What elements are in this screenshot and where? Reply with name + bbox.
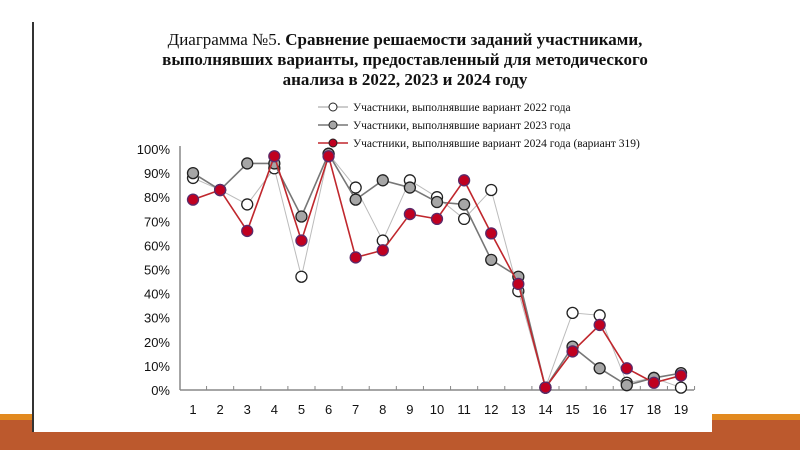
- data-point: [430, 195, 444, 209]
- x-tick-label: 13: [511, 402, 525, 417]
- x-tick-label: 1: [189, 402, 196, 417]
- data-point: [295, 234, 308, 247]
- x-tick-label: 15: [565, 402, 579, 417]
- x-tick-label: 9: [406, 402, 413, 417]
- y-tick-label: 40%: [144, 287, 170, 302]
- data-point: [512, 277, 525, 291]
- y-tick-label: 80%: [144, 190, 170, 205]
- data-point: [403, 207, 417, 221]
- chart-title-text: Сравнение решаемости заданий участниками…: [162, 30, 648, 89]
- data-point: [403, 181, 417, 194]
- data-point: [430, 212, 444, 226]
- slide-left-border: [32, 22, 34, 432]
- y-tick-label: 100%: [137, 142, 171, 157]
- data-point: [620, 379, 633, 392]
- data-point: [674, 381, 688, 394]
- data-point: [349, 181, 362, 194]
- data-point: [566, 345, 579, 358]
- x-tick-label: 10: [430, 402, 444, 417]
- legend-label: Участники, выполнявшие вариант 2023 года: [353, 120, 571, 132]
- data-point: [593, 318, 606, 332]
- series-line: [192, 153, 682, 390]
- y-tick-label: 0%: [151, 383, 170, 398]
- legend-marker: [328, 120, 338, 130]
- data-point: [593, 362, 606, 375]
- data-point: [186, 166, 200, 180]
- data-point: [647, 376, 661, 389]
- legend-label: Участники, выполнявшие вариант 2022 года: [353, 102, 571, 114]
- series-2022: [186, 147, 688, 394]
- x-tick-label: 16: [592, 402, 606, 417]
- data-point: [186, 193, 200, 206]
- data-point: [485, 183, 498, 197]
- y-tick-label: 10%: [144, 359, 170, 374]
- data-point: [349, 193, 362, 206]
- legend-marker: [328, 138, 338, 148]
- data-point: [268, 150, 281, 163]
- data-point: [485, 227, 498, 240]
- slide-panel: [34, 0, 712, 432]
- data-point: [485, 253, 498, 267]
- data-point: [295, 270, 308, 283]
- x-tick-label: 18: [647, 402, 661, 417]
- data-point: [322, 150, 335, 163]
- data-point: [457, 212, 471, 226]
- data-point: [674, 369, 688, 382]
- data-point: [349, 251, 362, 264]
- x-tick-label: 6: [325, 402, 332, 417]
- y-tick-label: 20%: [144, 335, 170, 350]
- x-tick-label: 8: [379, 402, 386, 417]
- x-tick-label: 12: [484, 402, 498, 417]
- data-point: [566, 306, 579, 320]
- y-tick-label: 60%: [144, 238, 170, 253]
- x-tick-label: 5: [298, 402, 305, 417]
- legend-marker: [328, 102, 338, 112]
- data-point: [213, 183, 227, 197]
- y-tick-label: 90%: [144, 166, 170, 181]
- x-tick-label: 17: [620, 402, 634, 417]
- data-point: [241, 157, 254, 170]
- series-line: [192, 152, 682, 390]
- y-tick-label: 70%: [144, 214, 170, 229]
- data-point: [295, 210, 308, 223]
- y-tick-label: 50%: [144, 263, 170, 278]
- data-point: [620, 362, 633, 375]
- data-point: [376, 174, 389, 187]
- x-tick-label: 4: [271, 402, 278, 417]
- data-point: [457, 174, 471, 187]
- series-2024: [186, 150, 688, 394]
- chart-title: Диаграмма №5. Сравнение решаемости задан…: [150, 30, 660, 90]
- x-tick-label: 3: [244, 402, 251, 417]
- data-point: [376, 244, 389, 257]
- x-tick-label: 19: [674, 402, 688, 417]
- data-point: [539, 381, 552, 394]
- x-tick-label: 7: [352, 402, 359, 417]
- legend-label: Участники, выполнявшие вариант 2024 года…: [353, 138, 640, 150]
- series-line: [192, 152, 682, 390]
- y-tick-label: 30%: [144, 311, 170, 326]
- data-point: [241, 198, 254, 211]
- x-tick-label: 11: [457, 402, 471, 417]
- chart-title-prefix: Диаграмма №5.: [167, 30, 282, 49]
- data-point: [241, 224, 254, 238]
- x-tick-label: 14: [538, 402, 552, 417]
- data-point: [457, 198, 471, 211]
- x-tick-label: 2: [216, 402, 223, 417]
